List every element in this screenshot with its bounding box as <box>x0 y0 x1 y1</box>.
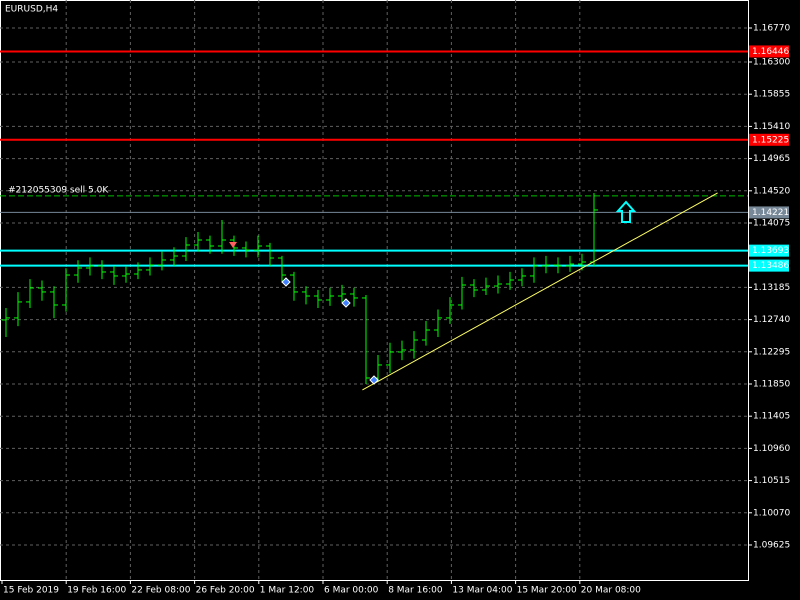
price-label: 1.13486 <box>752 261 789 271</box>
plot-frame <box>0 0 749 581</box>
price-label-box <box>749 244 789 257</box>
y-tick-label: 1.14075 <box>753 218 790 228</box>
buy-signal-arrow <box>615 200 637 223</box>
price-label: 1.13693 <box>752 246 789 256</box>
price-label: 1.15225 <box>752 135 789 145</box>
close-marker <box>341 298 351 308</box>
price-label: 1.14221 <box>752 208 789 218</box>
x-tick-label: 1 Mar 12:00 <box>260 586 315 596</box>
y-tick-label: 1.12295 <box>753 347 790 357</box>
price-label-box <box>749 133 789 146</box>
y-tick-label: 1.10070 <box>753 508 790 518</box>
y-tick-label: 1.11405 <box>753 412 790 422</box>
x-tick-label: 13 Mar 04:00 <box>452 586 512 596</box>
price-label: 1.16446 <box>752 47 789 57</box>
order-label: #212055309 sell 5.0K <box>8 185 109 195</box>
sell-arrow <box>229 242 237 248</box>
x-tick-label: 8 Mar 16:00 <box>388 586 443 596</box>
x-tick-label: 6 Mar 00:00 <box>324 586 379 596</box>
chart-title: EURUSD,H4 <box>5 5 58 15</box>
y-tick-label: 1.10515 <box>753 476 790 486</box>
markers <box>229 200 637 385</box>
trendline <box>362 192 718 391</box>
x-tick-label: 19 Feb 16:00 <box>67 586 126 596</box>
x-tick-label: 15 Mar 20:00 <box>517 586 577 596</box>
y-tick-label: 1.16770 <box>753 24 790 34</box>
close-marker <box>369 375 379 385</box>
x-tick-label: 15 Feb 2019 <box>3 586 59 596</box>
y-tick-label: 1.11850 <box>753 379 790 389</box>
x-tick-label: 20 Mar 08:00 <box>581 586 641 596</box>
y-tick-label: 1.13185 <box>753 283 790 293</box>
y-tick-label: 1.14965 <box>753 154 790 164</box>
y-tick-label: 1.15855 <box>753 90 790 100</box>
close-marker <box>281 277 291 287</box>
y-tick-label: 1.15410 <box>753 122 790 132</box>
y-tick-label: 1.12740 <box>753 315 790 325</box>
y-tick-label: 1.16300 <box>753 58 790 68</box>
y-tick-label: 1.10960 <box>753 444 790 454</box>
x-tick-label: 22 Feb 08:00 <box>131 586 190 596</box>
price-label-box <box>749 259 789 272</box>
y-tick-label: 1.14520 <box>753 186 790 196</box>
y-tick-label: 1.09625 <box>753 540 790 550</box>
price-label-box <box>749 45 789 58</box>
x-tick-label: 26 Feb 20:00 <box>196 586 255 596</box>
price-label-box <box>749 206 789 219</box>
